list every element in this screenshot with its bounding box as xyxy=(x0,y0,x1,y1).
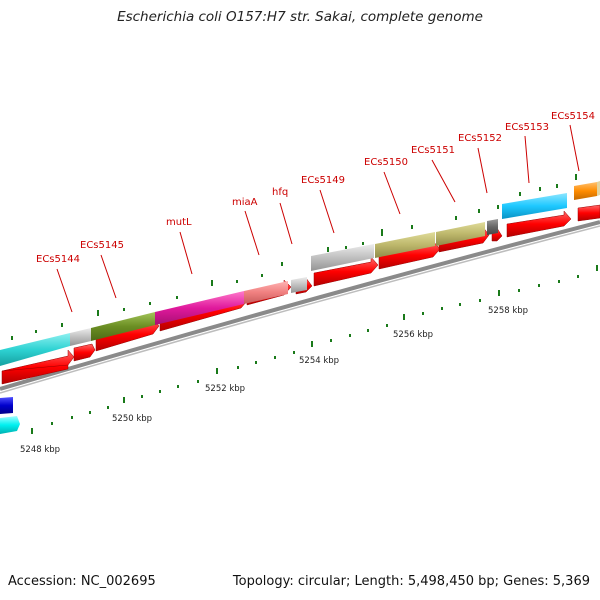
gene-labels: ECs5144 ECs5145 mutL miaA hfq ECs5149 EC… xyxy=(36,111,595,265)
scale-labels: 5248 kbp 5250 kbp 5252 kbp 5254 kbp 5256… xyxy=(20,306,528,455)
cds-arrow xyxy=(73,343,96,362)
gene-label: ECs5154 xyxy=(551,111,595,122)
cds-arrow xyxy=(577,204,600,222)
gene-leader-lines xyxy=(56,124,580,313)
cds-arrow xyxy=(506,210,572,238)
upper-tick-track xyxy=(11,174,577,340)
gene-block xyxy=(375,232,435,258)
gene-label: ECs5153 xyxy=(505,122,549,133)
map-title: Escherichia coli O157:H7 str. Sakai, com… xyxy=(117,9,483,25)
gene-label: ECs5145 xyxy=(80,240,124,251)
gene-block xyxy=(244,281,288,304)
gene-label: ECs5151 xyxy=(411,145,455,156)
gene-block-track xyxy=(0,181,600,434)
gene-block xyxy=(0,333,70,366)
gene-block xyxy=(487,219,498,235)
scale-label: 5256 kbp xyxy=(393,330,433,340)
gene-label: miaA xyxy=(232,197,258,208)
scale-label: 5258 kbp xyxy=(488,306,528,316)
gene-label: ECs5152 xyxy=(458,133,502,144)
gene-block xyxy=(0,416,20,434)
scale-label: 5254 kbp xyxy=(299,356,339,366)
gene-block xyxy=(291,277,307,293)
scale-label: 5252 kbp xyxy=(205,384,245,394)
gene-label: mutL xyxy=(166,217,192,228)
scale-label: 5250 kbp xyxy=(112,414,152,424)
gene-block xyxy=(311,244,374,271)
scale-label: 5248 kbp xyxy=(20,445,60,455)
genome-backbone xyxy=(0,220,600,394)
cds-arrow xyxy=(1,349,75,385)
gene-block xyxy=(155,291,244,325)
gene-label: ECs5149 xyxy=(301,175,345,186)
gene-block xyxy=(502,193,567,219)
gene-label: ECs5150 xyxy=(364,157,408,168)
gene-block xyxy=(597,181,600,196)
gene-block xyxy=(70,328,91,346)
accession-text: Accession: NC_002695 xyxy=(8,574,156,589)
gene-label: ECs5144 xyxy=(36,254,80,265)
genome-summary-text: Topology: circular; Length: 5,498,450 bp… xyxy=(232,574,590,589)
gene-label: hfq xyxy=(272,187,288,198)
gene-block xyxy=(436,222,485,246)
scale-tick-track xyxy=(31,265,598,434)
gene-block xyxy=(91,312,155,341)
gene-block xyxy=(574,182,597,200)
cds-arrow xyxy=(313,256,379,287)
gene-block xyxy=(0,397,13,414)
